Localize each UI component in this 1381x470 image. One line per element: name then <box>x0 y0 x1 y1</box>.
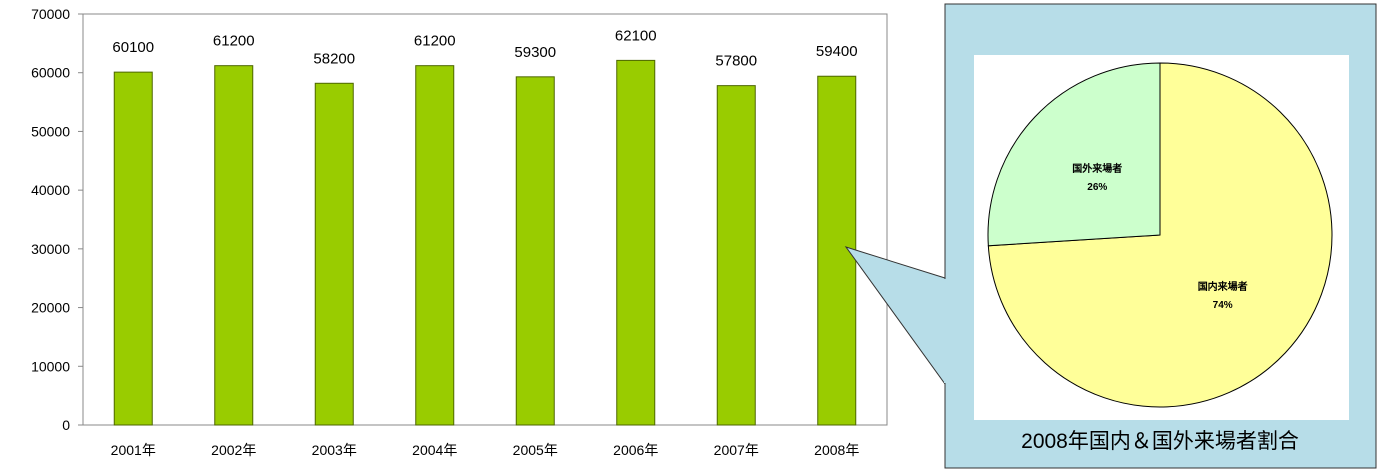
x-axis: 2001年 2002年 2003年 2004年 2005年 2006年 2007年 2008年 <box>111 442 860 458</box>
bar <box>515 76 555 426</box>
bar-data-label: 59400 <box>816 43 858 60</box>
bar <box>314 82 354 426</box>
x-tick-label: 2002年 <box>211 442 256 458</box>
y-tick-label: 30000 <box>31 241 70 257</box>
pie-slice <box>987 62 1161 247</box>
x-tick-label: 2001年 <box>111 442 156 458</box>
y-tick-label: 20000 <box>31 300 70 316</box>
pie-slice-name: 国内来場者 <box>1198 280 1248 293</box>
x-tick-label: 2008年 <box>814 442 859 458</box>
pie-series: 国内来場者 74% 国外来場者 26% <box>987 62 1333 408</box>
y-axis: 0 10000 20000 30000 40000 50000 60000 70000 <box>31 6 83 433</box>
bar-data-label: 60100 <box>112 39 154 56</box>
y-tick-label: 70000 <box>31 6 70 22</box>
bar-data-label: 58200 <box>313 50 355 67</box>
bar-data-label: 61200 <box>213 33 255 50</box>
x-tick-label: 2007年 <box>714 442 759 458</box>
y-tick-label: 0 <box>62 417 70 433</box>
x-tick-label: 2003年 <box>312 442 357 458</box>
bar-data-labels: 60100 61200 58200 61200 59300 62100 57800 59400 <box>112 27 857 69</box>
pie-slice-name: 国外来場者 <box>1072 162 1122 175</box>
bar <box>616 59 656 426</box>
y-tick-label: 10000 <box>31 358 70 374</box>
pie-slice-label: 26% <box>1087 182 1107 193</box>
bar <box>214 65 254 426</box>
bar-data-label: 61200 <box>414 33 456 50</box>
pie-title: 2008年国内＆国外来場者割合 <box>1021 430 1299 453</box>
bar <box>716 85 756 426</box>
y-tick-label: 40000 <box>31 182 70 198</box>
x-tick-label: 2004年 <box>412 442 457 458</box>
bar-data-label: 57800 <box>715 53 757 70</box>
y-tick-label: 60000 <box>31 65 70 81</box>
x-tick-label: 2005年 <box>513 442 558 458</box>
bar-plot-area <box>82 13 888 426</box>
bar <box>415 65 455 426</box>
bar-data-label: 62100 <box>615 27 657 44</box>
bar-data-label: 59300 <box>514 44 556 61</box>
x-tick-label: 2006年 <box>613 442 658 458</box>
pie-slice-label: 74% <box>1213 300 1233 311</box>
bar <box>113 71 153 426</box>
y-tick-label: 50000 <box>31 123 70 139</box>
